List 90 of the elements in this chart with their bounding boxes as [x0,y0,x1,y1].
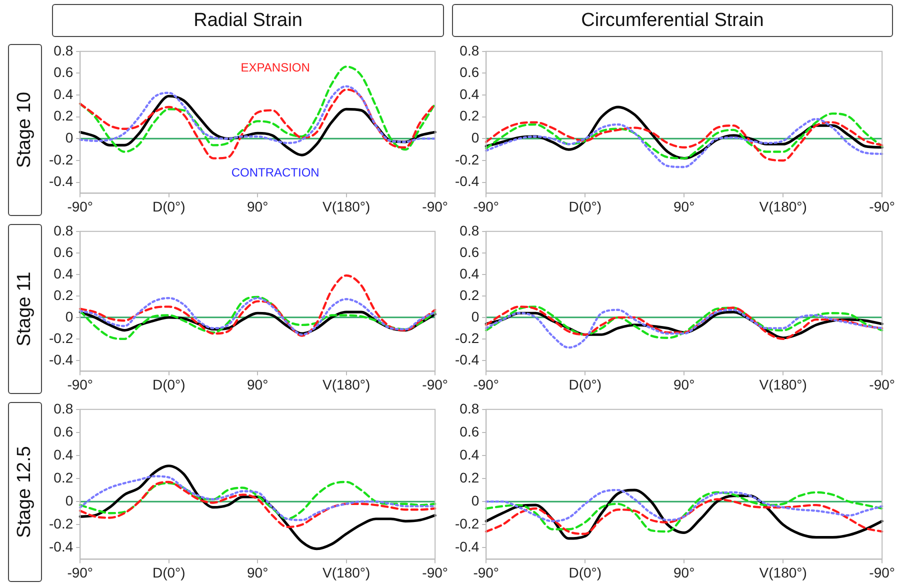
y-tick-label: -0.2 [49,330,74,346]
line-series [485,498,884,535]
y-tick-label: 0.6 [54,64,74,80]
y-tick-label: -0.2 [455,330,480,346]
x-tick-label: -90° [422,564,448,580]
y-tick-label: -0.4 [49,173,74,190]
x-tick-label: V(180°) [759,376,807,392]
x-tick-label: -90° [869,198,896,214]
x-tick-label: -90° [473,564,500,580]
x-tick-label: V(180°) [759,198,807,214]
y-tick-label: 0 [471,492,480,508]
y-tick-label: 0 [65,130,74,146]
x-tick-label: -90° [422,198,448,214]
y-tick-label: 0.4 [460,265,480,282]
line-series [485,121,884,162]
y-tick-label: 0.2 [460,469,480,486]
x-tick-label: 90° [674,564,695,580]
y-tick-label: 0.4 [54,446,74,462]
y-tick-label: 0.6 [54,423,74,440]
line-series [79,480,436,520]
x-tick-label: -90° [869,376,896,392]
y-tick-label: 0.8 [460,400,480,416]
y-tick-label: -0.4 [455,351,480,368]
y-tick-label: -0.4 [49,538,74,555]
y-tick-label: -0.4 [455,538,480,555]
line-series [485,118,884,168]
x-tick-label: D(0°) [568,564,602,580]
line-series [485,308,884,349]
x-tick-label: -90° [67,198,94,214]
y-tick-label: 0.8 [460,222,480,238]
chart-title: Radial Strain [52,4,444,37]
x-tick-label: 90° [674,198,695,214]
line-series [79,85,436,144]
y-tick-label: 0.4 [460,86,480,102]
y-tick-label: -0.2 [49,151,74,168]
y-tick-label: 0.8 [54,42,74,58]
x-tick-label: -90° [67,376,94,392]
y-tick-label: 0 [471,308,480,324]
y-tick-label: 0.2 [460,108,480,124]
annotation: CONTRACTION [231,166,320,180]
y-tick-label: 0.2 [54,108,74,124]
x-tick-label: -90° [473,198,500,214]
x-tick-label: D(0°) [568,198,602,214]
y-tick-label: 0 [65,492,74,508]
x-tick-label: D(0°) [152,376,186,392]
y-tick-label: 0.4 [54,265,74,282]
x-tick-label: 90° [674,376,695,392]
x-tick-label: V(180°) [322,376,370,392]
x-tick-label: V(180°) [322,564,370,580]
x-tick-label: 90° [247,376,268,392]
y-axis-title: Stage 12.5 [14,446,36,538]
x-tick-label: -90° [869,564,896,580]
x-tick-label: -90° [422,376,448,392]
y-tick-label: 0.4 [54,86,74,102]
annotation: EXPANSION [240,60,310,75]
y-tick-label: 0.2 [54,469,74,486]
y-tick-label: 0.6 [54,244,74,260]
line-series [485,488,884,522]
y-tick-label: 0.8 [54,400,74,416]
y-tick-label: 0.8 [460,42,480,58]
x-tick-label: 90° [247,198,268,214]
y-tick-label: 0 [471,130,480,146]
x-tick-label: V(180°) [322,198,370,214]
y-tick-label: 0.8 [54,222,74,238]
line-series [79,480,436,528]
y-tick-label: 0.6 [460,423,480,440]
y-tick-label: 0.2 [460,286,480,303]
line-series [485,491,884,533]
x-tick-label: D(0°) [568,376,602,392]
x-tick-label: 90° [247,564,268,580]
x-tick-label: V(180°) [759,564,807,580]
y-tick-label: -0.2 [455,515,480,532]
x-tick-label: -90° [473,376,500,392]
x-tick-label: D(0°) [152,564,186,580]
y-tick-label: -0.2 [455,151,480,168]
line-series [79,274,436,337]
y-tick-label: 0.4 [460,446,480,462]
x-tick-label: -90° [67,564,94,580]
y-tick-label: 0.6 [460,244,480,260]
y-tick-label: 0 [65,308,74,324]
line-series [79,475,436,522]
chart-title: Circumferential Strain [452,4,893,37]
y-axis-title: Stage 10 [14,92,36,168]
x-tick-label: D(0°) [152,198,186,214]
y-axis-title: Stage 11 [14,272,36,346]
y-tick-label: -0.4 [49,351,74,368]
y-tick-label: 0.6 [460,64,480,80]
y-tick-label: 0.2 [54,286,74,303]
y-tick-label: -0.2 [49,515,74,532]
y-tick-label: -0.4 [455,173,480,190]
